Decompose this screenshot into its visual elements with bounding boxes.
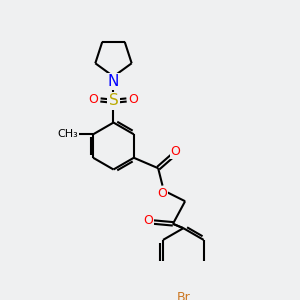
Text: Br: Br [176,291,190,300]
Text: O: O [143,214,153,227]
Text: O: O [158,187,167,200]
Text: S: S [109,93,118,108]
Text: CH₃: CH₃ [58,129,78,139]
Text: O: O [128,94,138,106]
Text: N: N [108,74,119,89]
Text: O: O [171,145,181,158]
Text: O: O [88,94,98,106]
